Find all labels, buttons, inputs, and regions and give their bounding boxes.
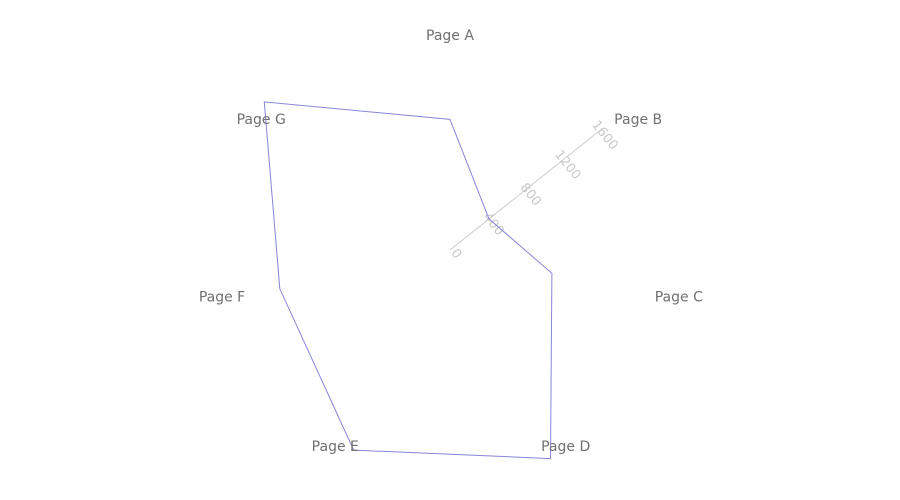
radial-axis-line	[449, 131, 599, 251]
category-labels: Page A Page B Page C Page D Page E Page F Page…	[199, 28, 703, 455]
category-label: Page G	[237, 112, 286, 128]
category-label: Page D	[541, 439, 590, 455]
radial-tick-label: 400	[480, 210, 507, 239]
category-label: Page C	[655, 290, 703, 306]
category-label: Page E	[312, 439, 359, 455]
category-label: Page A	[426, 28, 474, 44]
category-label: Page B	[614, 112, 662, 128]
radial-tick-label: 800	[517, 180, 544, 209]
radial-tick-label: 0	[448, 246, 465, 262]
category-label: Page F	[199, 290, 245, 306]
series-polygon	[263, 101, 553, 460]
series-layer	[263, 101, 553, 460]
